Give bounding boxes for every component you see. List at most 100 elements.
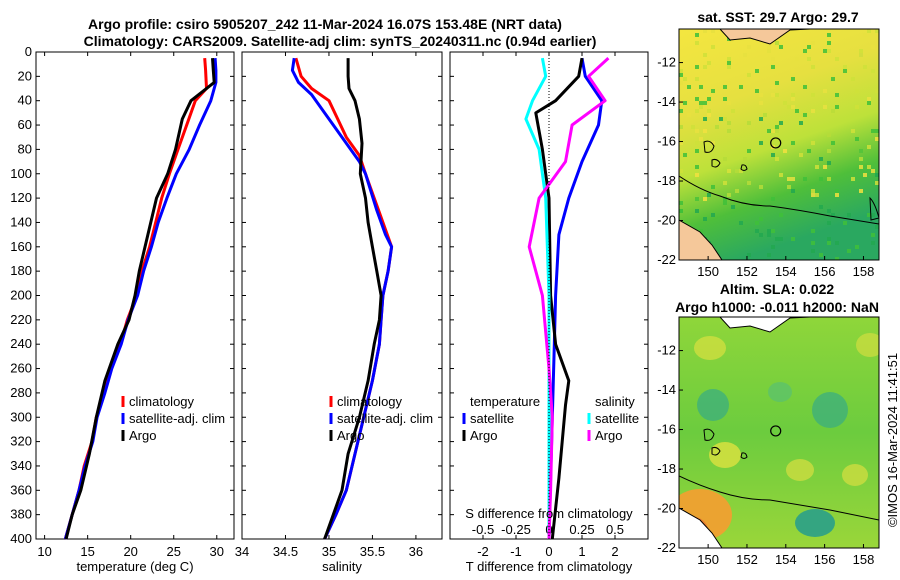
y-tick-label: 220 [10,312,32,327]
sst-pixel [759,217,763,221]
sst-pixel [695,41,699,45]
x-tick-label: -2 [477,544,489,559]
sst-pixel [811,141,815,145]
sst-pixel [875,89,879,93]
sst-pixel [711,213,715,217]
sst-pixel [827,241,831,245]
sst-pixel [823,165,827,169]
sst-pixel [831,141,835,145]
sst-pixel [871,129,875,133]
map-x-tick-label: 154 [775,552,797,567]
sst-pixel [755,229,759,233]
sst-pixel [747,81,751,85]
sst-pixel [731,109,735,113]
sst-pixel [743,157,747,161]
sst-pixel [827,33,831,37]
map-x-tick-label: 152 [736,552,758,567]
legend-title-temperature: temperature [470,394,540,409]
map-y-tick-label: -12 [657,343,676,358]
sst-pixel [875,29,879,33]
y-tick-label: 340 [10,458,32,473]
sst-pixel [739,169,743,173]
sst-pixel [827,161,831,165]
sst-pixel [807,45,811,49]
map-x-tick-label: 150 [697,552,719,567]
map-y-tick-label: -20 [657,213,676,228]
sst-pixel [867,101,871,105]
sst-pixel [711,45,715,49]
sst-pixel [679,109,683,113]
sst-pixel [851,177,855,181]
sst-pixel [799,153,803,157]
x-tick-label: 30 [210,544,224,559]
sst-pixel [871,241,875,245]
sst-pixel [775,125,779,129]
map-y-tick-label: -12 [657,55,676,70]
x-tick-label: 2 [611,544,618,559]
x-tick-label: 25 [167,544,181,559]
sst-pixel [759,233,763,237]
sst-pixel [727,193,731,197]
sst-pixel [727,57,731,61]
sla-anomaly [795,509,835,537]
sst-pixel [851,129,855,133]
sst-pixel [871,233,875,237]
sst-pixel [811,193,815,197]
series-line-satellite-adj-clim [63,58,218,540]
sst-pixel [795,57,799,61]
sst-pixel [775,41,779,45]
legend-label-climatology: climatology [337,394,403,409]
difference-xlabel: T difference from climatology [466,559,633,574]
sst-pixel [771,245,775,249]
sst-pixel [739,85,743,89]
profile-location-marker [770,137,782,149]
y-tick-label: 180 [10,263,32,278]
y-tick-label: 100 [10,166,32,181]
sst-pixel [875,137,879,141]
sst-pixel [695,65,699,69]
sst-pixel [703,65,707,69]
sst-pixel [695,173,699,177]
map-y-tick-label: -14 [657,382,676,397]
sst-pixel [875,225,879,229]
series-line-argo [323,58,383,540]
sst-pixel [875,129,879,133]
sst-pixel [791,105,795,109]
map-x-tick-label: 150 [697,264,719,279]
temperature-xlabel: temperature (deg C) [76,559,193,574]
sst-pixel [775,81,779,85]
series-line-climatology [294,57,394,540]
sst-pixel [767,45,771,49]
map-y-tick-label: -16 [657,422,676,437]
sst-pixel [699,137,703,141]
sst-pixel [679,169,683,173]
sst-pixel [871,169,875,173]
salinity-legend: climatology satellite-adj. clim Argo [329,394,433,443]
sst-pixel [811,93,815,97]
y-tick-label: 200 [10,288,32,303]
reef-outline [679,475,879,521]
credit-text: ©IMOS 16-Mar-2024 11:41:51 [885,353,900,527]
sst-pixel [683,153,687,157]
sst-pixel [795,109,799,113]
sst-pixel [707,193,711,197]
sst-pixel [771,229,775,233]
sst-pixel [827,41,831,45]
sst-pixel [819,177,823,181]
legend-label-s-satellite: satellite [595,411,639,426]
series-line-argo [64,58,216,540]
sst-pixel [859,157,863,161]
sst-pixel [811,41,815,45]
sla-anomaly [786,459,814,481]
sst-pixel [783,101,787,105]
sst-pixel [723,157,727,161]
sla-anomaly [856,333,879,357]
sst-pixel [747,45,751,49]
sst-pixel [759,117,763,121]
sst-pixel [771,57,775,61]
sst-pixel [811,189,815,193]
sst-pixel [855,245,859,249]
sst-pixel [727,169,731,173]
sst-pixel [707,97,711,101]
title-line-2: Climatology: CARS2009. Satellite-adj cli… [84,33,597,49]
